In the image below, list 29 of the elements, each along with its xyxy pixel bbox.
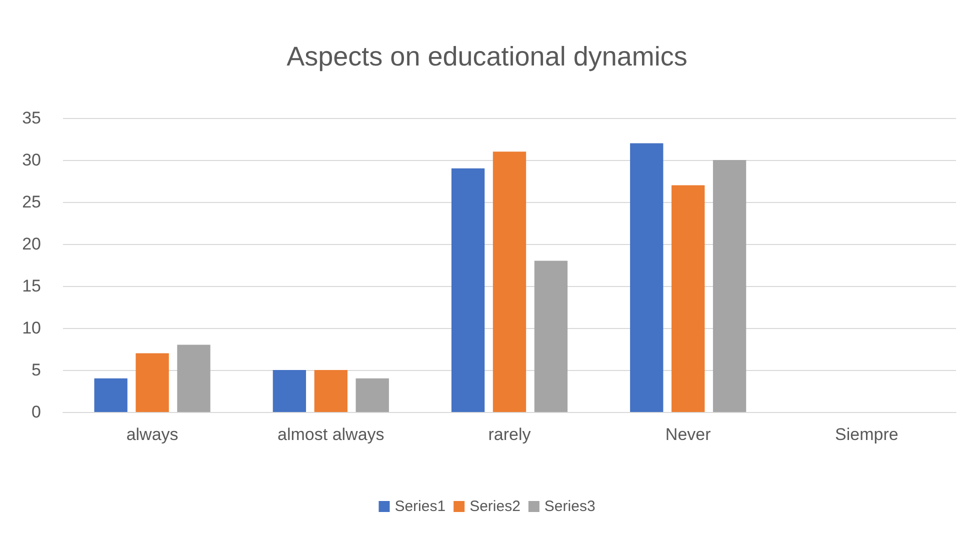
legend-label: Series1 [394,498,446,515]
bar [630,143,664,412]
y-tick-label: 35 [22,108,41,128]
legend-label: Series2 [470,498,520,515]
bar [177,344,210,412]
y-tick-label: 25 [22,192,41,212]
x-tick-label: Never [665,425,712,444]
x-tick-label: Siempre [835,425,898,444]
bar [314,370,348,412]
legend-label: Series3 [544,498,596,515]
chart-title: Aspects on educational dynamics [286,42,688,72]
bar [451,168,485,412]
y-tick-label: 0 [32,402,41,422]
bar [672,185,705,412]
bar [356,378,389,412]
bar [136,353,169,412]
y-tick-label: 20 [22,234,41,254]
bar [712,160,746,412]
bar [272,370,306,412]
y-tick-label: 15 [22,276,41,296]
x-tick-label: almost always [278,425,384,444]
bar [492,152,526,412]
y-tick-label: 5 [32,360,41,380]
y-tick-label: 10 [22,318,41,338]
bar [534,260,568,412]
x-tick-label: always [126,425,178,444]
x-tick-label: rarely [488,425,532,444]
y-tick-label: 30 [22,150,41,170]
bar [94,378,128,412]
